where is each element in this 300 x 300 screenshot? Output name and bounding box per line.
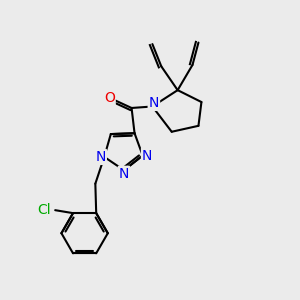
Text: N: N [119, 167, 129, 181]
Text: N: N [142, 148, 152, 163]
Text: N: N [95, 150, 106, 164]
Text: Cl: Cl [37, 203, 51, 217]
Text: N: N [149, 96, 159, 110]
Text: O: O [104, 91, 115, 105]
